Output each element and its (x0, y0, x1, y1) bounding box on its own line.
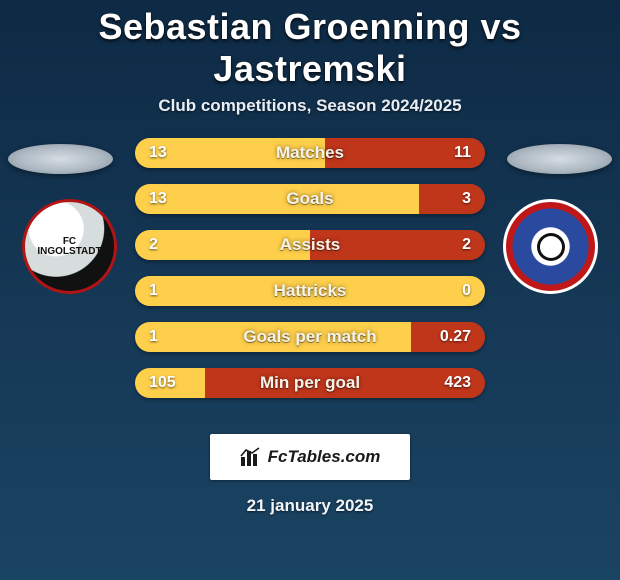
crest-left-text: FCINGOLSTADT (37, 237, 101, 257)
stat-bars: 1311Matches 133Goals 22Assists 10Hattricks 1… (135, 138, 485, 414)
stats-arena: FCINGOLSTADT 1311Matches133Goals22Assist… (0, 144, 620, 424)
page-title: Sebastian Groenning vs Jastremski (0, 6, 620, 90)
stat-label: Assists (135, 230, 485, 260)
brand-text: FcTables.com (268, 447, 381, 467)
stat-label: Goals (135, 184, 485, 214)
stat-label: Goals per match (135, 322, 485, 352)
date-label: 21 january 2025 (0, 496, 620, 516)
stat-row: 105423Min per goal (135, 368, 485, 398)
comparison-card: Sebastian Groenning vs Jastremski Club c… (0, 0, 620, 580)
unterhaching-crest (503, 199, 598, 294)
stat-label: Matches (135, 138, 485, 168)
stat-row: 10Hattricks (135, 276, 485, 306)
crest-right-ball-icon (537, 233, 565, 261)
page-subtitle: Club competitions, Season 2024/2025 (0, 96, 620, 116)
stat-row: 133Goals (135, 184, 485, 214)
halo-left (8, 144, 113, 174)
stat-label: Min per goal (135, 368, 485, 398)
fc-ingolstadt-crest: FCINGOLSTADT (22, 199, 117, 294)
halo-right (507, 144, 612, 174)
stat-row: 22Assists (135, 230, 485, 260)
brand-pill: FcTables.com (210, 434, 410, 480)
stat-label: Hattricks (135, 276, 485, 306)
stat-row: 10.27Goals per match (135, 322, 485, 352)
brand-chart-icon (240, 447, 262, 467)
stat-row: 1311Matches (135, 138, 485, 168)
